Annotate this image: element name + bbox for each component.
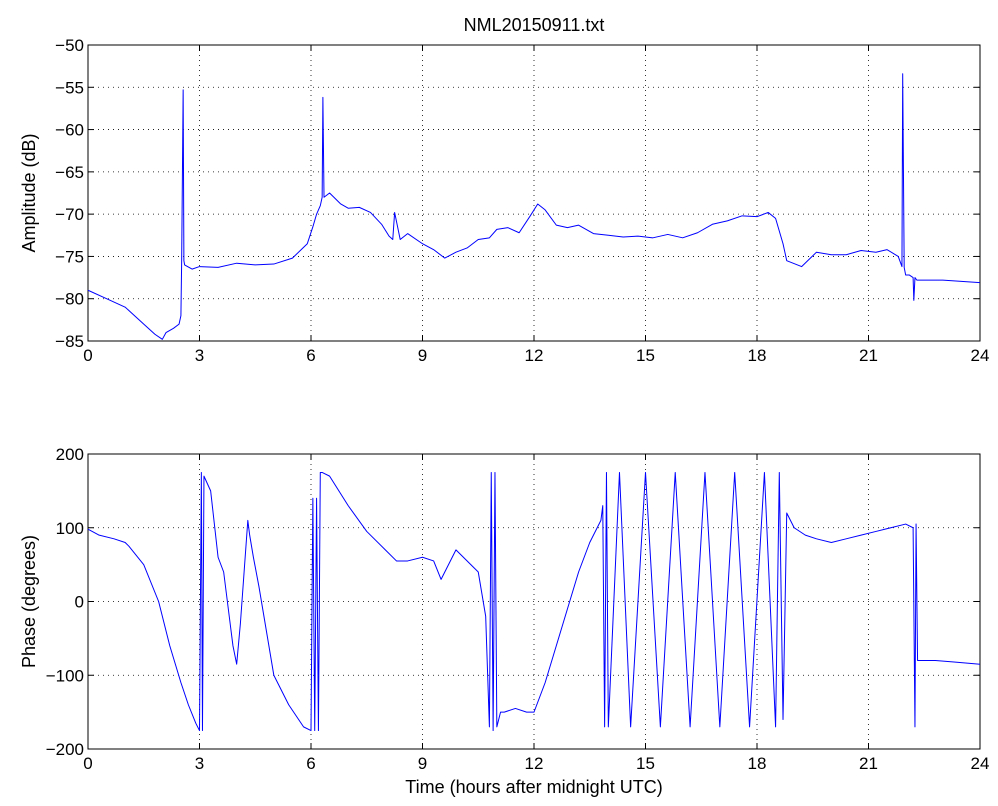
amplitude-x-tick-label: 3 [195, 346, 204, 365]
amplitude-y-axis-label: Amplitude (dB) [19, 133, 39, 252]
amplitude-series-line [87, 73, 981, 340]
amplitude-x-tick-label: 0 [83, 346, 92, 365]
phase-x-tick-label: 15 [636, 754, 655, 773]
amplitude-x-tick-label: 18 [748, 346, 767, 365]
amplitude-panel: 0 3 6 9 12 15 18 21 24 −85 −80 −75 −70 −65 −60 −55 −50 NM… [19, 15, 989, 365]
phase-x-tick-label: 3 [195, 754, 204, 773]
phase-x-tick-label: 12 [525, 754, 544, 773]
phase-y-tick-label: 200 [56, 445, 84, 464]
phase-y-axis-label: Phase (degrees) [19, 535, 39, 668]
amplitude-y-tick-label: −50 [55, 36, 84, 55]
amplitude-y-tick-label: −65 [55, 163, 84, 182]
phase-y-tick-label: 100 [56, 519, 84, 538]
amplitude-plot-area [87, 44, 981, 342]
phase-series-line [87, 471, 981, 732]
amplitude-x-tick-label: 6 [306, 346, 315, 365]
amplitude-y-tick-label: −80 [55, 290, 84, 309]
phase-x-tick-label: 18 [748, 754, 767, 773]
phase-x-axis-label: Time (hours after midnight UTC) [405, 777, 662, 797]
chart-title: NML20150911.txt [464, 15, 605, 35]
phase-panel: 0 3 6 9 12 15 18 21 24 −200 −100 0 100 200 Phase (degr… [19, 445, 989, 797]
phase-x-tick-label: 21 [859, 754, 878, 773]
amplitude-y-tick-label: −75 [55, 247, 84, 266]
phase-x-tick-label: 0 [83, 754, 92, 773]
amplitude-x-tick-label: 15 [636, 346, 655, 365]
amplitude-x-tick-label: 24 [971, 346, 990, 365]
amplitude-y-tick-label: −60 [55, 121, 84, 140]
amplitude-x-tick-label: 21 [859, 346, 878, 365]
phase-x-tick-label: 6 [306, 754, 315, 773]
amplitude-y-tick-label: −85 [55, 332, 84, 351]
phase-y-tick-label: −100 [46, 666, 84, 685]
phase-x-tick-label: 24 [971, 754, 990, 773]
phase-y-tick-label: 0 [75, 593, 84, 612]
phase-x-tick-label: 9 [418, 754, 427, 773]
amplitude-y-tick-label: −55 [55, 78, 84, 97]
amplitude-x-tick-label: 12 [525, 346, 544, 365]
amplitude-x-tick-label: 9 [418, 346, 427, 365]
amplitude-y-tick-label: −70 [55, 205, 84, 224]
phase-y-tick-label: −200 [46, 740, 84, 759]
